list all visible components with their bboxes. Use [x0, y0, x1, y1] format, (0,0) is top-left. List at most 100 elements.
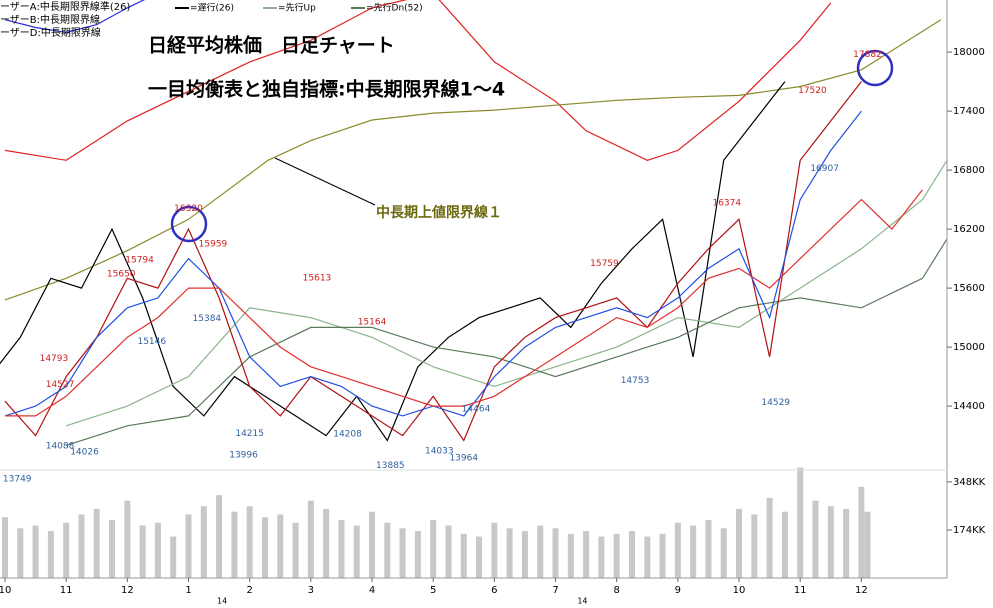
x-tick-label: 10 [0, 585, 11, 596]
series-line [5, 189, 923, 417]
price-label: 13885 [376, 461, 405, 471]
price-label: 14208 [333, 429, 362, 439]
volume-bar [506, 528, 513, 578]
volume-bar [369, 511, 376, 578]
volume-bar [659, 533, 666, 578]
volume-bar [460, 533, 467, 578]
volume-bar [864, 511, 871, 578]
x-tick-label: 11 [60, 585, 73, 596]
x-tick-label: 10 [733, 585, 746, 596]
series-line [66, 159, 947, 427]
price-label: 15794 [125, 256, 154, 266]
legend-label: ーザーD:中長期限界線 [0, 26, 101, 39]
price-label: 13996 [229, 450, 258, 460]
volume-bar [307, 500, 314, 578]
volume-bar [521, 531, 528, 578]
volume-bar [720, 528, 727, 578]
price-label: 15759 [590, 259, 619, 269]
series-line [0, 81, 786, 442]
price-label: 17882 [853, 50, 882, 60]
volume-bar [277, 514, 284, 578]
x-tick-label: 2 [246, 585, 252, 596]
price-label: 16907 [810, 164, 839, 174]
volume-bar [736, 508, 743, 578]
volume-bar [598, 536, 605, 578]
legend-label: ーザーB:中長期限界線 [0, 13, 100, 26]
volume-bar [751, 514, 758, 578]
volume-bar [124, 500, 131, 578]
volume-bar [93, 508, 100, 578]
volume-bar [674, 522, 681, 578]
x-tick-label: 7 [552, 585, 558, 596]
price-label: 13749 [3, 475, 32, 485]
volume-bar [292, 522, 299, 578]
volume-plot [2, 467, 871, 578]
price-label: 15164 [358, 317, 387, 327]
volume-bar [690, 525, 697, 578]
volume-bar [170, 536, 177, 578]
x-tick-label: 9 [675, 585, 681, 596]
year-label: 14 [217, 597, 227, 606]
volume-bar [47, 531, 54, 578]
highlight-circle [170, 205, 208, 243]
price-label: 14026 [70, 447, 99, 457]
volume-tick-label: 174KK [953, 525, 986, 536]
price-label: 14464 [462, 404, 491, 414]
volume-bar [2, 517, 8, 578]
x-tick-label: 3 [308, 585, 314, 596]
volume-bar [812, 500, 819, 578]
price-label: 16320 [174, 204, 203, 214]
price-label: 15650 [107, 270, 136, 280]
price-label: 14529 [761, 398, 790, 408]
volume-bar [476, 536, 483, 578]
volume-bar [154, 522, 161, 578]
volume-bar [353, 525, 360, 578]
x-tick-label: 12 [121, 585, 134, 596]
legend-label: =先行Dn(52) [366, 2, 423, 14]
price-label: 13964 [449, 453, 478, 463]
volume-bar [628, 531, 635, 578]
price-label: 14753 [621, 376, 650, 386]
price-plot [0, 0, 947, 446]
series-line [4, 0, 832, 161]
volume-bar [567, 533, 574, 578]
highlight-circle [856, 49, 894, 87]
volume-bar [399, 528, 406, 578]
price-label: 15384 [193, 314, 222, 324]
volume-bar [430, 519, 437, 578]
volume-bar [583, 531, 590, 578]
annotation-pointer [274, 157, 376, 206]
y-tick-label: 18000 [953, 47, 985, 58]
volume-bar [766, 497, 773, 578]
series-line [4, 19, 942, 301]
price-label: 14033 [425, 447, 454, 457]
volume-bar [17, 528, 24, 578]
volume-tick-label: 348KK [953, 477, 986, 488]
volume-bar [414, 531, 421, 578]
price-label: 17520 [798, 86, 827, 96]
price-label: 15146 [137, 337, 166, 347]
y-tick-label: 17400 [953, 106, 985, 117]
volume-bar [78, 514, 85, 578]
legend-label: =遅行(26) [190, 2, 234, 14]
volume-bar [32, 525, 39, 578]
annotation: 中長期上値限界線１ [376, 204, 502, 221]
volume-bar [843, 508, 850, 578]
y-tick-label: 16200 [953, 224, 985, 235]
volume-bar [491, 522, 498, 578]
volume-bar [613, 533, 620, 578]
x-tick-label: 6 [491, 585, 497, 596]
volume-bar [445, 525, 452, 578]
volume-bar [781, 511, 788, 578]
volume-bar [797, 467, 804, 578]
legend-label: =先行Up [278, 2, 316, 14]
volume-bar [827, 506, 834, 578]
volume-bar [231, 511, 238, 578]
price-label: 14088 [46, 441, 75, 451]
series-line [4, 0, 146, 34]
chart-title: 日経平均株価 日足チャート [148, 34, 395, 57]
volume-bar [185, 514, 192, 578]
x-tick-label: 8 [614, 585, 620, 596]
